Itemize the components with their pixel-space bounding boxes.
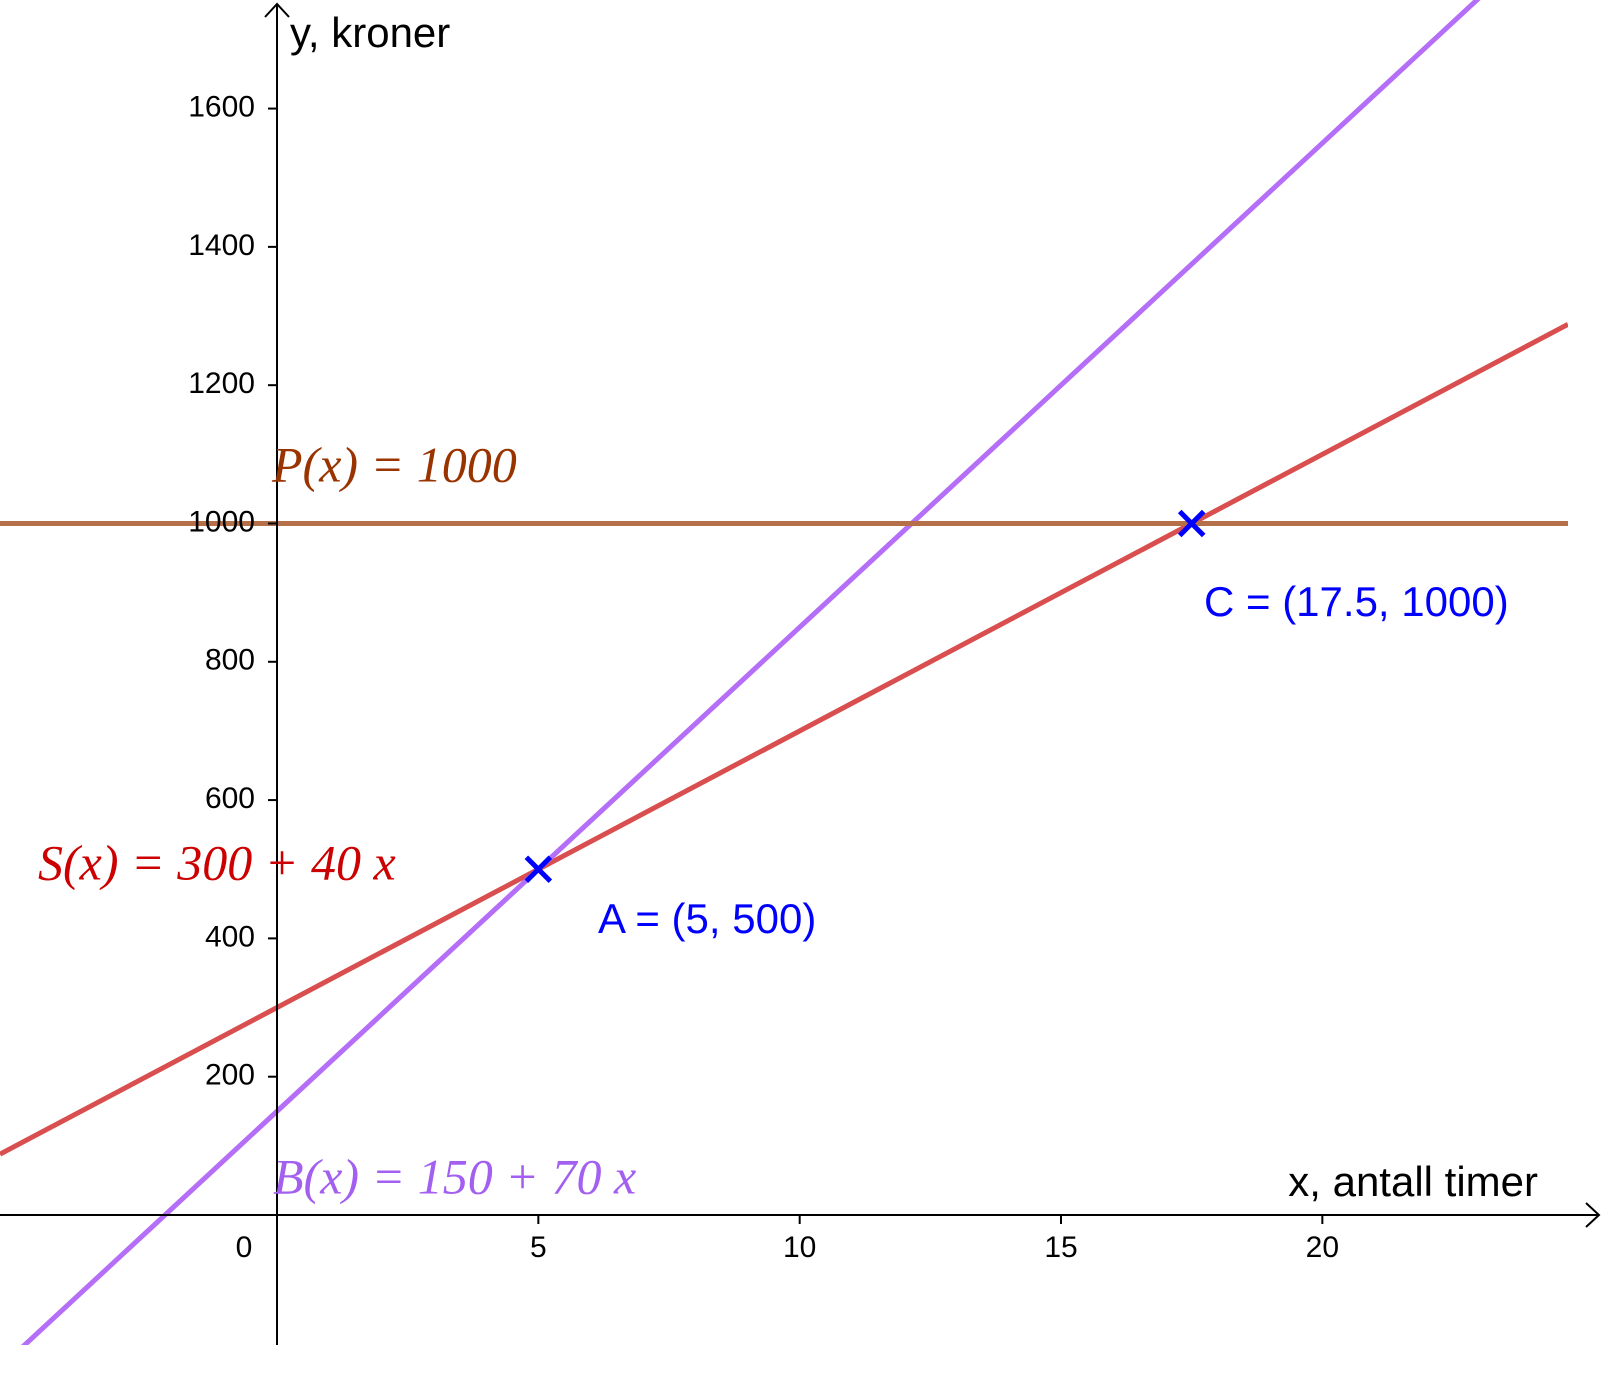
y-tick-label: 400 [205, 920, 255, 953]
function-label: B(x) = 150 + 70 x [273, 1148, 636, 1204]
x-tick-label: 5 [530, 1231, 547, 1264]
y-tick-label: 600 [205, 782, 255, 815]
point-marker [524, 855, 553, 884]
plot-area [0, 0, 1568, 1345]
y-tick-label: 1000 [188, 505, 255, 538]
function-line [0, 322, 1568, 1157]
function-label: P(x) = 1000 [271, 436, 517, 492]
point-label: A = (5, 500) [598, 895, 816, 942]
x-tick-label: 15 [1044, 1231, 1077, 1264]
x-axis-arrow [1585, 1202, 1601, 1228]
x-tick-label: 10 [783, 1231, 816, 1264]
function-line [20, 0, 1481, 1345]
point-marker [1177, 509, 1206, 538]
point-label: C = (17.5, 1000) [1204, 578, 1509, 625]
y-tick-label: 200 [205, 1059, 255, 1092]
x-axis-label: x, antall timer [1288, 1158, 1538, 1205]
y-axis-arrow [264, 2, 290, 18]
x-tick-label: 20 [1306, 1231, 1339, 1264]
y-tick-label: 800 [205, 644, 255, 677]
y-tick-label: 1600 [188, 90, 255, 123]
x-tick-label: 0 [236, 1231, 253, 1264]
y-tick-label: 1200 [188, 367, 255, 400]
function-label: S(x) = 300 + 40 x [38, 834, 396, 890]
y-axis-label: y, kroner [290, 9, 450, 56]
y-tick-label: 1400 [188, 229, 255, 262]
